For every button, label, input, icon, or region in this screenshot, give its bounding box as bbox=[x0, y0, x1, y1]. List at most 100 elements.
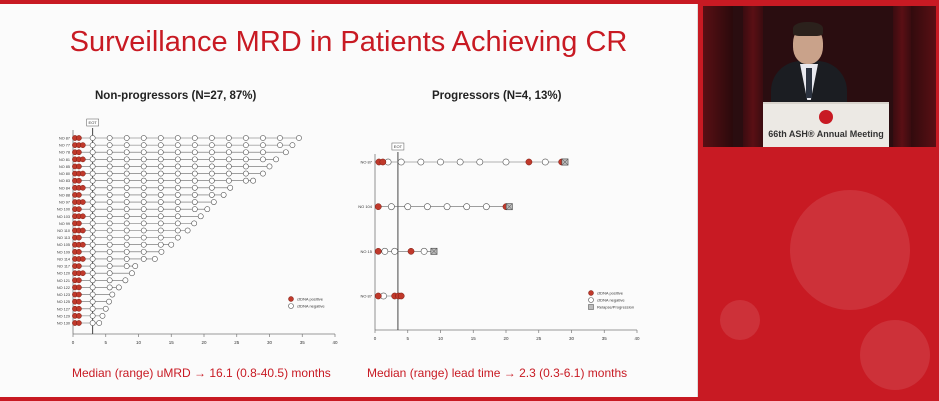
x-tick-label: 5 bbox=[104, 340, 107, 345]
legend-negative-swatch bbox=[588, 297, 594, 303]
relapse-marker-cross bbox=[430, 248, 438, 255]
ctdna-negative-marker bbox=[123, 263, 130, 269]
ctdna-negative-marker bbox=[140, 149, 147, 156]
x-tick-label: 25 bbox=[234, 340, 240, 345]
ctdna-positive-marker bbox=[76, 234, 82, 241]
legend-label: ctDNA positive bbox=[297, 297, 324, 302]
ctdna-negative-marker bbox=[157, 206, 164, 213]
ctdna-positive-marker bbox=[76, 320, 82, 326]
ctdna-negative-marker bbox=[227, 184, 234, 191]
progressors-swimmer-plot: 0 5 10 15 20 25 30 35 40 Months on Study EOT NO 87 N… bbox=[358, 142, 640, 346]
right-chart-header: Progressors (N=4, 13%) bbox=[432, 90, 562, 102]
ctdna-negative-marker bbox=[191, 192, 198, 198]
ctdna-negative-marker bbox=[140, 213, 147, 220]
ctdna-negative-marker bbox=[157, 156, 164, 163]
ctdna-negative-marker bbox=[157, 184, 164, 191]
ctdna-negative-marker bbox=[391, 247, 399, 255]
ctdna-negative-marker bbox=[123, 213, 130, 220]
ctdna-negative-marker bbox=[106, 184, 113, 191]
ctdna-positive-marker bbox=[79, 199, 86, 205]
ctdna-negative-marker bbox=[208, 135, 215, 141]
legend-label: ctDNA negative bbox=[297, 304, 325, 309]
ctdna-negative-marker bbox=[106, 206, 113, 213]
x-tick-label: 10 bbox=[136, 340, 142, 345]
ctdna-positive-marker bbox=[76, 284, 82, 291]
ctdna-negative-marker bbox=[102, 305, 109, 312]
ctdna-negative-marker bbox=[381, 247, 389, 255]
ctdna-positive-marker bbox=[79, 156, 86, 163]
patient-id-label: NO 84 bbox=[59, 186, 70, 190]
ctdna-negative-marker bbox=[157, 177, 164, 184]
patient-id-label: NO 97 bbox=[59, 201, 70, 205]
ctdna-negative-marker bbox=[157, 142, 164, 149]
ctdna-negative-marker bbox=[225, 142, 232, 149]
ctdna-negative-marker bbox=[123, 156, 130, 163]
ctdna-negative-marker bbox=[225, 177, 232, 184]
ctdna-negative-marker bbox=[106, 277, 113, 284]
patient-id-label: NO 87 bbox=[360, 160, 372, 165]
x-tick-label: 0 bbox=[72, 340, 75, 345]
ctdna-negative-marker bbox=[106, 192, 113, 198]
ctdna-negative-marker bbox=[417, 158, 425, 166]
ctdna-negative-marker bbox=[208, 177, 215, 184]
ctdna-negative-marker bbox=[106, 284, 113, 291]
ctdna-positive-marker bbox=[525, 158, 533, 166]
ctdna-negative-marker bbox=[123, 142, 130, 149]
ctdna-negative-marker bbox=[140, 220, 147, 227]
ctdna-negative-marker bbox=[243, 149, 249, 156]
ctdna-negative-marker bbox=[123, 206, 130, 213]
ctdna-negative-marker bbox=[106, 248, 113, 255]
ctdna-negative-marker bbox=[225, 170, 232, 177]
x-tick-label: 5 bbox=[406, 336, 409, 341]
ctdna-positive-marker bbox=[374, 247, 382, 255]
curtain-mid bbox=[743, 6, 763, 147]
ctdna-negative-marker bbox=[89, 142, 96, 149]
legend-negative-swatch bbox=[288, 303, 294, 309]
ctdna-negative-marker bbox=[296, 135, 302, 141]
legend-positive-swatch bbox=[288, 296, 294, 302]
ctdna-negative-marker bbox=[140, 206, 147, 213]
ctdna-positive-marker bbox=[79, 184, 86, 191]
ctdna-negative-marker bbox=[89, 227, 96, 234]
ctdna-negative-marker bbox=[106, 156, 113, 163]
x-tick-label: 30 bbox=[569, 336, 575, 341]
ctdna-negative-marker bbox=[174, 220, 181, 227]
ctdna-positive-marker bbox=[79, 142, 86, 148]
ctdna-negative-marker bbox=[140, 142, 147, 149]
ctdna-negative-marker bbox=[174, 206, 181, 213]
ctdna-negative-marker bbox=[140, 163, 147, 170]
ctdna-negative-marker bbox=[157, 227, 164, 234]
ctdna-negative-marker bbox=[89, 199, 96, 205]
patient-id-label: NO 105 bbox=[57, 243, 70, 247]
ctdna-negative-marker bbox=[387, 203, 395, 211]
ctdna-negative-marker bbox=[89, 213, 96, 220]
ctdna-negative-marker bbox=[157, 220, 164, 227]
ctdna-negative-marker bbox=[243, 177, 249, 184]
ctdna-positive-marker bbox=[379, 158, 387, 166]
ctdna-negative-marker bbox=[168, 241, 175, 248]
ctdna-negative-marker bbox=[123, 149, 130, 156]
background-blob bbox=[790, 190, 910, 310]
ctdna-negative-marker bbox=[140, 135, 147, 141]
ctdna-positive-marker bbox=[76, 220, 82, 227]
ctdna-negative-marker bbox=[208, 142, 215, 149]
x-tick-label: 0 bbox=[374, 336, 377, 341]
patient-id-label: NO 121 bbox=[57, 279, 70, 283]
ctdna-negative-marker bbox=[89, 177, 96, 184]
ctdna-negative-marker bbox=[89, 284, 96, 291]
ctdna-negative-marker bbox=[89, 192, 96, 198]
ctdna-negative-marker bbox=[89, 277, 96, 284]
ctdna-positive-marker bbox=[76, 291, 82, 298]
ctdna-positive-marker bbox=[79, 213, 86, 220]
ctdna-negative-marker bbox=[157, 170, 164, 177]
patient-id-label: NO 81 bbox=[59, 158, 70, 162]
ctdna-positive-marker bbox=[374, 292, 382, 300]
ctdna-negative-marker bbox=[106, 263, 113, 269]
ctdna-negative-marker bbox=[123, 135, 130, 141]
ctdna-negative-marker bbox=[106, 142, 113, 149]
patient-id-label: NO 109 bbox=[57, 250, 70, 254]
ctdna-negative-marker bbox=[191, 184, 198, 191]
patient-id-label: NO 99 bbox=[59, 222, 70, 226]
ctdna-positive-marker bbox=[76, 163, 82, 170]
ctdna-negative-marker bbox=[106, 234, 113, 241]
